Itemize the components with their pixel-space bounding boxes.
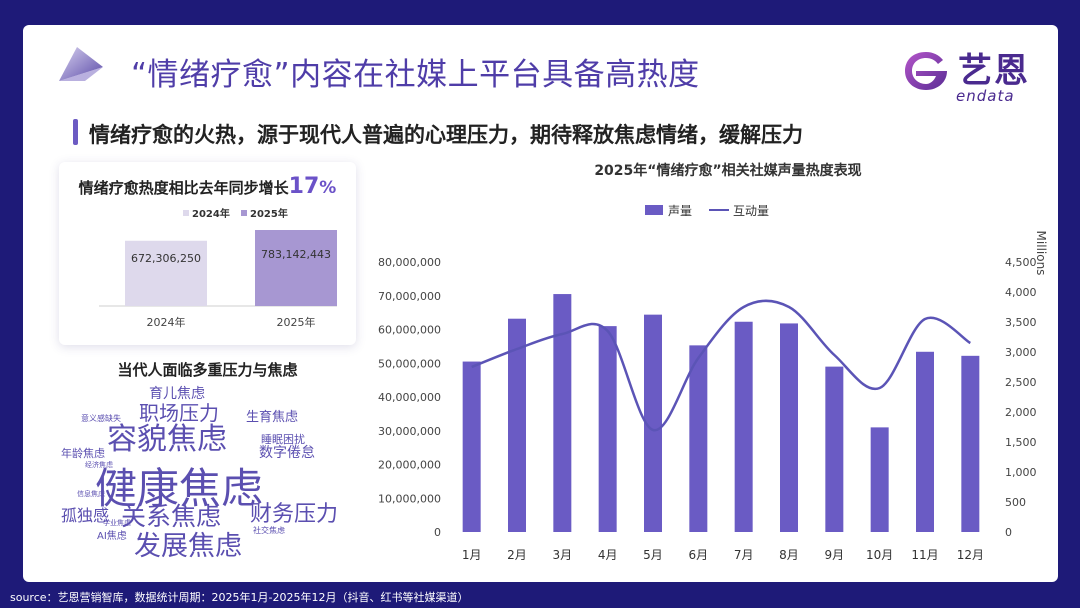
y-left-tick-label: 70,000,000: [378, 290, 441, 303]
y-left-tick-label: 80,000,000: [378, 256, 441, 269]
wordcloud-word: 学业焦虑: [103, 519, 131, 527]
yoy-bar-1: [255, 230, 337, 306]
wordcloud-word: 职场压力: [139, 401, 219, 425]
wordcloud-word: 经济焦虑: [85, 461, 113, 469]
bar-7: [780, 323, 798, 532]
bar-9: [870, 427, 889, 532]
wordcloud-word: 生育焦虑: [246, 410, 299, 425]
wordcloud-word: 健康焦虑: [95, 464, 264, 513]
y-right-axis-label: Millions: [1034, 231, 1048, 276]
x-tick-label: 11月: [911, 548, 938, 562]
yoy-bar-label-0: 672,306,250: [131, 252, 201, 265]
wordcloud-word: 容貌焦虑: [107, 422, 227, 457]
x-tick-label: 7月: [734, 548, 754, 562]
yoy-category-label-0: 2024年: [147, 315, 186, 329]
endata-logo-icon: [905, 52, 947, 90]
yoy-title-prefix: 情绪疗愈热度相比去年同步增长: [78, 179, 289, 197]
legend-label-0: 2024年: [192, 207, 230, 220]
wordcloud-word: 关系焦虑: [121, 502, 222, 531]
legend-swatch-0: [183, 210, 189, 216]
wordcloud-word: 社交焦虑: [253, 526, 285, 535]
y-left-tick-label: 50,000,000: [378, 357, 441, 370]
x-tick-label: 2月: [507, 548, 527, 562]
y-right-tick-label: 500: [1005, 496, 1026, 509]
y-left-tick-label: 10,000,000: [378, 492, 441, 505]
y-right-tick-label: 4,000: [1005, 286, 1037, 299]
x-tick-label: 6月: [689, 548, 709, 562]
yoy-bar-label-1: 783,142,443: [261, 248, 331, 261]
legend-label-1: 2025年: [250, 207, 288, 220]
page-title: “情绪疗愈”内容在社媒上平台具备高热度: [131, 57, 700, 93]
y-left-tick-label: 60,000,000: [378, 324, 441, 337]
bar-5: [689, 345, 708, 532]
y-right-tick-label: 1,500: [1005, 436, 1037, 449]
bar-8: [825, 366, 844, 532]
y-left-tick-label: 20,000,000: [378, 459, 441, 472]
subtitle: 情绪疗愈的火热，源于现代人普遍的心理压力，期待释放焦虑情绪，缓解压力: [89, 123, 803, 147]
wordcloud-word: 孤独感: [61, 506, 110, 525]
y-right-tick-label: 2,000: [1005, 406, 1037, 419]
yoy-category-label-1: 2025年: [277, 315, 316, 329]
y-right-tick-label: 0: [1005, 526, 1012, 539]
bar-3: [598, 326, 617, 532]
x-tick-label: 5月: [643, 548, 663, 562]
bar-10: [916, 351, 934, 532]
subtitle-accent-bar: [73, 119, 78, 145]
wordcloud-word: 睡眠困扰: [261, 433, 305, 446]
y-right-tick-label: 1,000: [1005, 466, 1037, 479]
wordcloud-word: 年龄焦虑: [61, 447, 105, 460]
logo-text-en: endata: [956, 87, 1015, 105]
x-tick-label: 12月: [957, 548, 984, 562]
wordcloud-word: 信息焦虑: [77, 490, 105, 498]
logo-text-cn: 艺恩: [958, 51, 1030, 91]
legend-label-bar: 声量: [668, 204, 692, 218]
y-left-tick-label: 0: [434, 526, 441, 539]
y-right-tick-label: 4,500: [1005, 256, 1037, 269]
wordcloud-title: 当代人面临多重压力与焦虑: [117, 361, 298, 379]
yoy-bar-chart: 2024年 2025年 672,306,250 2024年 783,142,443 202…: [99, 207, 337, 329]
bar-1: [508, 318, 526, 532]
bar-11: [961, 355, 980, 532]
yoy-bar-0: [125, 240, 207, 306]
yoy-growth-unit: %: [319, 178, 337, 198]
slide: “情绪疗愈”内容在社媒上平台具备高热度 艺恩 endata 情绪疗愈的火热，源于…: [23, 25, 1058, 582]
legend-swatch-1: [241, 210, 247, 216]
legend-swatch-bar: [645, 205, 663, 215]
x-tick-label: 3月: [553, 548, 573, 562]
y-left-tick-label: 40,000,000: [378, 391, 441, 404]
y-right-tick-label: 3,500: [1005, 316, 1037, 329]
wordcloud-word: AI焦虑: [97, 531, 127, 542]
wordcloud: 育儿焦虑 职场压力意义感缺失 生育焦虑容貌焦虑 睡眠困扰年龄焦虑 数字倦怠经济焦虑 健康焦…: [23, 25, 1058, 582]
x-tick-label: 10月: [866, 548, 893, 562]
bar-6: [734, 321, 753, 532]
bar-4: [644, 314, 662, 532]
x-tick-label: 1月: [462, 548, 482, 562]
bar-0: [462, 361, 481, 532]
x-tick-label: 4月: [598, 548, 618, 562]
yoy-growth-number: 17: [288, 174, 320, 199]
wordcloud-word: 育儿焦虑: [149, 386, 205, 402]
wordcloud-word: 数字倦怠: [259, 445, 315, 461]
main-combo-chart: 声量 互动量 0 10,000,000 20,000,000 30,000,000 40,0…: [378, 204, 1048, 562]
source-note: source：艺恩营销智库，数据统计周期：2025年1月-2025年12月（抖音…: [10, 591, 469, 604]
y-left-tick-label: 30,000,000: [378, 425, 441, 438]
bar-2: [553, 294, 572, 532]
yoy-growth-card: 情绪疗愈热度相比去年同步增长17% 2024年 2025年 672,306,250 2…: [59, 162, 356, 345]
y-right-tick-label: 2,500: [1005, 376, 1037, 389]
wordcloud-word: 意义感缺失: [81, 414, 121, 423]
x-tick-label: 9月: [825, 548, 845, 562]
brand-logo: 艺恩 endata: [902, 43, 1032, 107]
main-chart-title: 2025年“情绪疗愈”相关社媒声量热度表现: [594, 163, 862, 179]
legend-label-line: 互动量: [733, 204, 769, 218]
x-tick-label: 8月: [779, 548, 799, 562]
decorative-shape-icon: [59, 47, 103, 81]
wordcloud-word: 发展焦虑: [134, 531, 242, 562]
y-right-tick-label: 3,000: [1005, 346, 1037, 359]
yoy-card-title: 情绪疗愈热度相比去年同步增长17%: [69, 174, 346, 199]
line-series-interaction: [471, 299, 972, 432]
wordcloud-word: 财务压力: [250, 502, 339, 527]
